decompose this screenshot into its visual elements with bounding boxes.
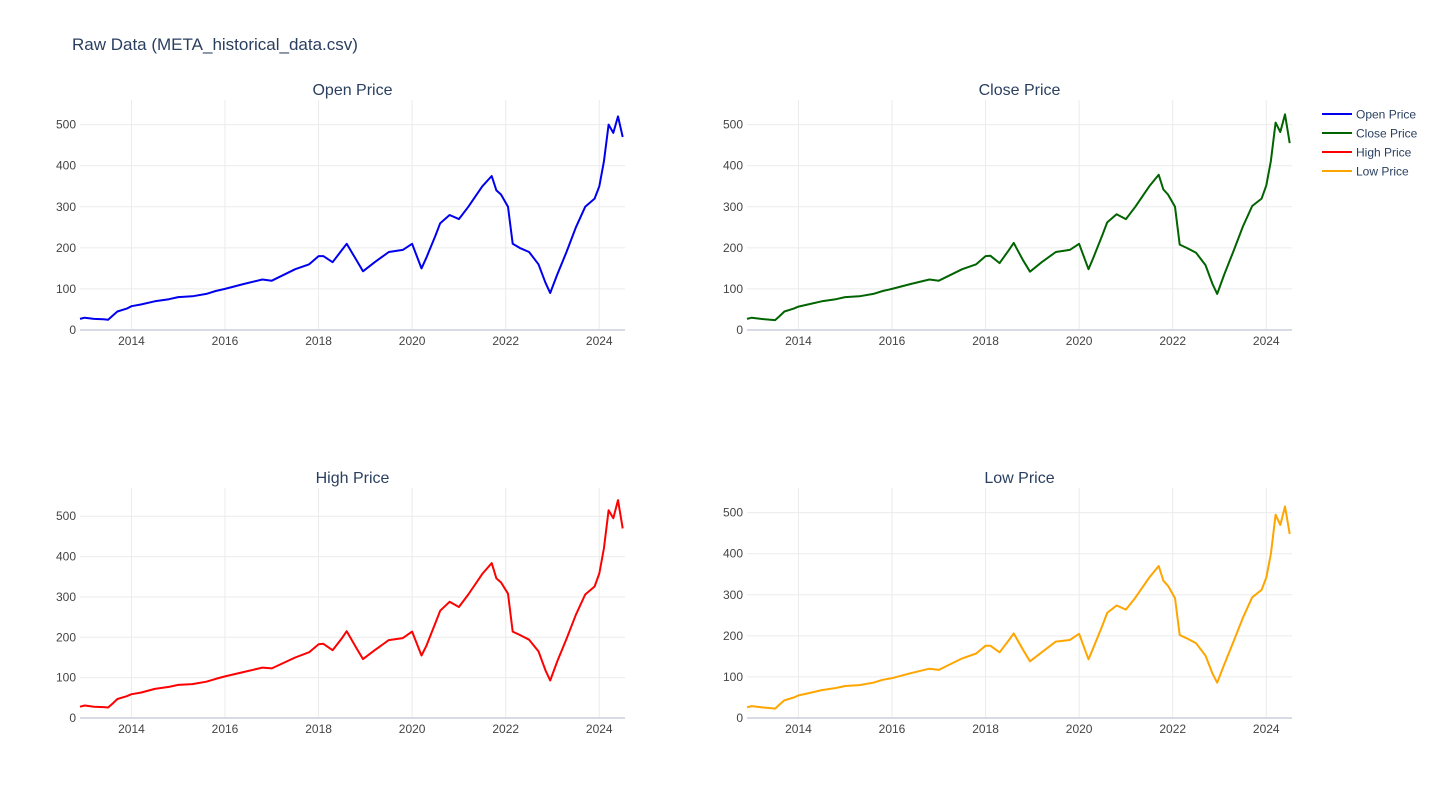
y-tick-label: 200 <box>723 629 743 643</box>
series-line[interactable] <box>79 115 624 321</box>
x-tick-label: 2022 <box>1159 334 1186 348</box>
subplot-title: Close Price <box>979 82 1061 99</box>
y-tick-label: 0 <box>69 323 76 337</box>
legend-item-close-price[interactable]: Close Price <box>1322 127 1418 141</box>
x-tick-label: 2020 <box>1066 334 1093 348</box>
subplot-title: High Price <box>316 470 390 487</box>
subplot-low-price: Low Price 2014 2016 2018 2020 2022 2024 0 100 20… <box>723 470 1292 736</box>
subplot-title: Open Price <box>312 82 392 99</box>
y-tick-label: 300 <box>723 200 743 214</box>
y-tick-label: 500 <box>723 118 743 132</box>
x-tick-label: 2024 <box>586 722 613 736</box>
y-tick-label: 100 <box>723 670 743 684</box>
series-line[interactable] <box>79 499 624 709</box>
y-tick-label: 200 <box>723 241 743 255</box>
x-tick-label: 2020 <box>399 722 426 736</box>
legend-label: Close Price <box>1356 127 1418 141</box>
y-tick-label: 400 <box>723 159 743 173</box>
x-tick-label: 2022 <box>1159 722 1186 736</box>
subplot-open-price: Open Price 2014 2016 2018 2020 2022 2024 0 100 2… <box>56 82 625 348</box>
x-tick-label: 2016 <box>212 334 239 348</box>
y-tick-label: 200 <box>56 241 76 255</box>
y-tick-label: 500 <box>56 118 76 132</box>
x-tick-label: 2014 <box>118 722 145 736</box>
legend-item-low-price[interactable]: Low Price <box>1322 165 1409 179</box>
legend-item-open-price[interactable]: Open Price <box>1322 108 1416 122</box>
x-tick-label: 2014 <box>785 722 812 736</box>
y-tick-label: 100 <box>56 282 76 296</box>
y-tick-label: 400 <box>56 159 76 173</box>
y-tick-label: 300 <box>56 200 76 214</box>
subplot-close-price: Close Price 2014 2016 2018 2020 2022 2024 0 100… <box>723 82 1292 348</box>
x-tick-label: 2018 <box>972 334 999 348</box>
y-tick-label: 300 <box>56 590 76 604</box>
series-line[interactable] <box>746 505 1291 710</box>
y-tick-label: 0 <box>736 323 743 337</box>
legend-label: Open Price <box>1356 108 1416 122</box>
x-tick-label: 2014 <box>785 334 812 348</box>
x-tick-label: 2018 <box>305 334 332 348</box>
y-tick-label: 500 <box>56 509 76 523</box>
y-tick-label: 400 <box>723 547 743 561</box>
x-tick-label: 2024 <box>586 334 613 348</box>
figure-title: Raw Data (META_historical_data.csv) <box>72 35 358 54</box>
x-tick-label: 2016 <box>212 722 239 736</box>
y-tick-label: 300 <box>723 588 743 602</box>
y-tick-label: 100 <box>723 282 743 296</box>
x-tick-label: 2020 <box>399 334 426 348</box>
y-tick-label: 100 <box>56 671 76 685</box>
x-tick-label: 2022 <box>492 722 519 736</box>
x-tick-label: 2020 <box>1066 722 1093 736</box>
x-tick-label: 2016 <box>879 722 906 736</box>
x-tick-label: 2024 <box>1253 334 1280 348</box>
y-tick-label: 400 <box>56 550 76 564</box>
x-tick-label: 2018 <box>305 722 332 736</box>
y-tick-label: 0 <box>736 711 743 725</box>
legend-label: Low Price <box>1356 165 1409 179</box>
x-tick-label: 2014 <box>118 334 145 348</box>
x-tick-label: 2016 <box>879 334 906 348</box>
series-line[interactable] <box>746 113 1291 322</box>
x-tick-label: 2024 <box>1253 722 1280 736</box>
legend-label: High Price <box>1356 146 1412 160</box>
subplot-high-price: High Price 2014 2016 2018 2020 2022 2024 0 100 2… <box>56 470 625 736</box>
y-tick-label: 0 <box>69 711 76 725</box>
legend: Open Price Close Price High Price Low Pr… <box>1322 108 1418 179</box>
x-tick-label: 2018 <box>972 722 999 736</box>
legend-item-high-price[interactable]: High Price <box>1322 146 1412 160</box>
x-tick-label: 2022 <box>492 334 519 348</box>
subplot-title: Low Price <box>984 470 1054 487</box>
y-tick-label: 500 <box>723 506 743 520</box>
y-tick-label: 200 <box>56 630 76 644</box>
